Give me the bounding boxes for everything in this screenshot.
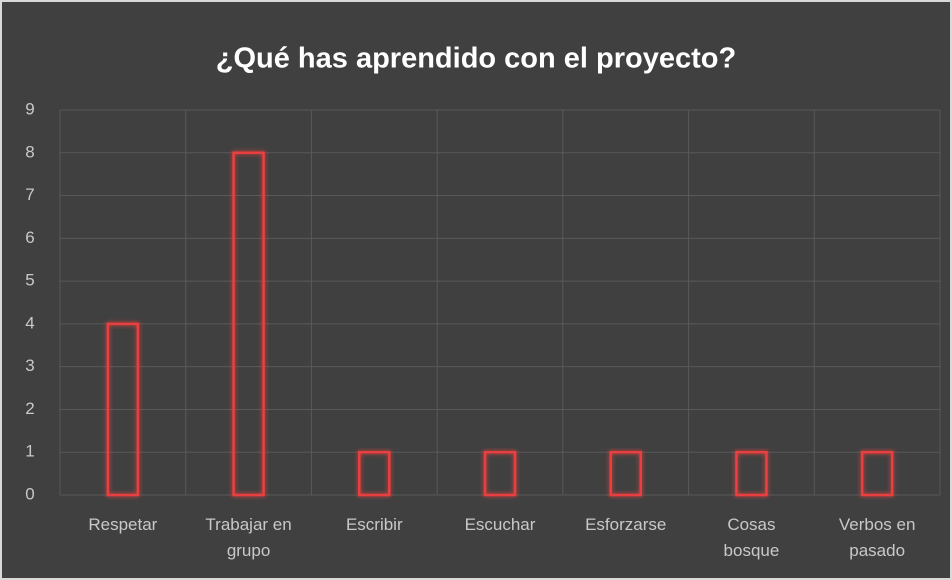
chart-title: ¿Qué has aprendido con el proyecto? bbox=[216, 43, 736, 75]
y-tick-label: 1 bbox=[25, 442, 34, 461]
bar bbox=[609, 450, 642, 497]
x-tick-label: Cosas bosque bbox=[723, 515, 780, 560]
y-tick-label: 6 bbox=[25, 228, 34, 247]
x-tick-label: Respetar bbox=[88, 515, 158, 534]
bar bbox=[232, 151, 265, 497]
x-tick-label: Verbos en pasado bbox=[838, 515, 916, 560]
bar bbox=[106, 322, 140, 497]
x-tick-label: Esforzarse bbox=[585, 515, 667, 534]
y-tick-label: 0 bbox=[25, 484, 34, 503]
y-tick-label: 7 bbox=[25, 185, 34, 204]
bar bbox=[860, 450, 894, 497]
y-tick-label: 5 bbox=[25, 271, 34, 290]
y-tick-label: 4 bbox=[25, 313, 34, 332]
y-tick-label: 3 bbox=[25, 356, 34, 375]
y-tick-label: 9 bbox=[25, 99, 34, 118]
x-tick-label: Trabajar en grupo bbox=[205, 515, 292, 560]
bar bbox=[735, 450, 768, 497]
bar bbox=[358, 450, 391, 497]
y-tick-label: 8 bbox=[25, 142, 34, 161]
x-tick-label: Escuchar bbox=[464, 515, 536, 534]
y-tick-label: 2 bbox=[25, 399, 34, 418]
bar bbox=[483, 450, 517, 497]
x-tick-label: Escribir bbox=[345, 515, 403, 534]
